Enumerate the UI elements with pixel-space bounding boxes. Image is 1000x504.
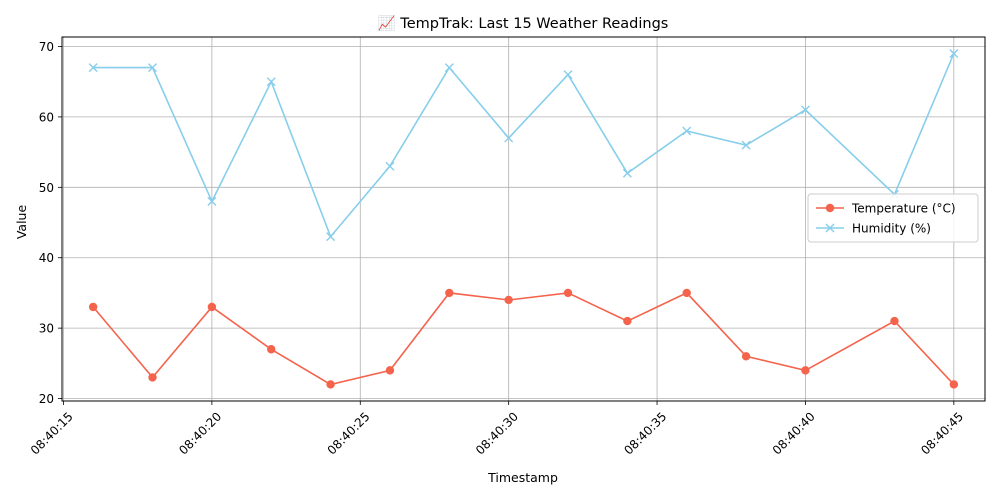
y-tick-label: 40 <box>39 251 54 265</box>
temperature-c-point <box>682 288 691 298</box>
humidity-point <box>741 140 751 150</box>
temperature-c-point <box>890 316 899 326</box>
legend-label: Humidity (%) <box>852 222 931 236</box>
series-lines <box>88 49 959 389</box>
x-tick-label: 08:40:45 <box>918 409 966 457</box>
humidity-point <box>326 232 336 242</box>
plot-area-frame <box>61 36 986 402</box>
x-tick-label: 08:40:35 <box>621 409 669 457</box>
y-axis-ticks: 20 30 40 50 60 70 <box>39 40 62 406</box>
temperature-c-point <box>88 302 98 312</box>
temperature-c-point <box>148 373 157 382</box>
legend-box <box>807 193 979 243</box>
legend-item-humidity: Humidity (%) <box>816 222 931 236</box>
humidity-point <box>444 63 454 73</box>
legend-marker <box>825 223 835 233</box>
grid-lines <box>62 37 985 401</box>
temperature-c-point <box>385 366 395 375</box>
humidity-point <box>88 63 98 73</box>
temperature-c-point <box>623 316 632 326</box>
x-tick-label: 08:40:15 <box>28 409 76 457</box>
humidity-point <box>800 105 810 115</box>
temperature-c-point <box>563 288 573 298</box>
x-tick-label: 08:40:25 <box>325 409 373 457</box>
y-tick-label: 70 <box>39 40 54 54</box>
y-tick-label: 20 <box>39 392 54 406</box>
temperature-c-point <box>504 295 513 305</box>
temperature-c-point <box>949 380 959 389</box>
temperature-c-point <box>326 380 335 389</box>
humidity-point <box>266 77 276 87</box>
legend-label: Temperature (°C) <box>851 202 956 216</box>
y-tick-label: 60 <box>39 110 54 124</box>
x-tick-label: 08:40:20 <box>176 409 224 457</box>
humidity-point <box>622 168 632 178</box>
x-tick-label: 08:40:40 <box>770 409 818 457</box>
humidity-point <box>148 63 158 73</box>
humidity-point <box>682 126 692 136</box>
temperature-c-point <box>267 345 276 354</box>
temperature-c-series-line <box>92 291 955 386</box>
humidity-point <box>207 196 217 206</box>
legend-marker <box>825 203 835 213</box>
temperature-c-point <box>445 288 454 298</box>
y-axis-label: Value <box>14 205 29 240</box>
x-axis-ticks: 08:40:15 08:40:20 08:40:25 08:40:30 08:40:35… <box>28 401 966 457</box>
humidity-point <box>949 49 959 59</box>
humidity-point <box>504 133 514 143</box>
x-axis-label: Timestamp <box>487 470 558 485</box>
humidity-point <box>385 161 395 171</box>
y-tick-label: 50 <box>39 181 54 195</box>
legend: Temperature (°C) Humidity (%) <box>807 193 979 243</box>
temperature-c-point <box>801 366 810 375</box>
temperature-c-point <box>741 352 751 361</box>
x-tick-label: 08:40:30 <box>473 409 521 457</box>
chart-title: 📈 TempTrak: Last 15 Weather Readings <box>378 14 669 32</box>
temperature-c-point <box>207 302 217 312</box>
humidity-point <box>563 70 573 80</box>
legend-item-temperature-c: Temperature (°C) <box>816 202 956 216</box>
y-tick-label: 30 <box>39 322 54 336</box>
